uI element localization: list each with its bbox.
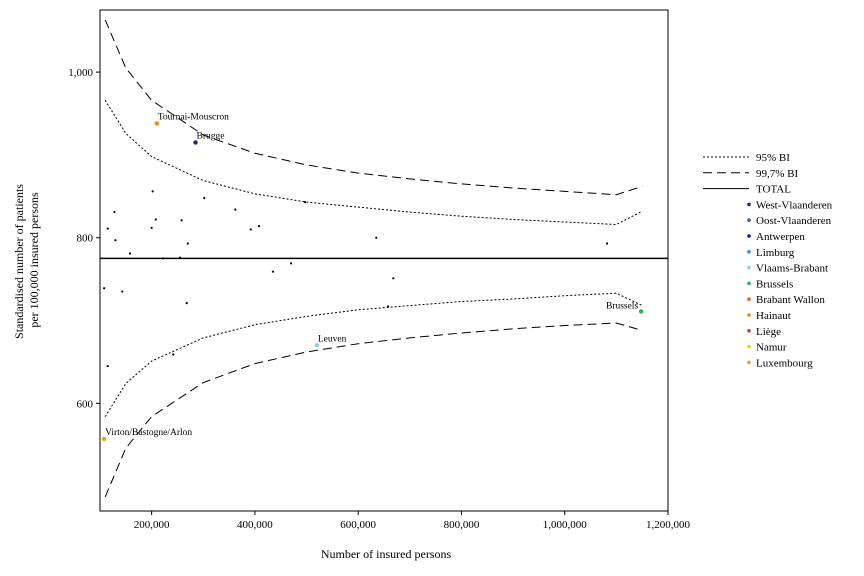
legend-label-province: Brussels bbox=[756, 278, 793, 290]
y-axis: 600 800 1,000 bbox=[68, 67, 100, 410]
data-point bbox=[151, 190, 154, 193]
legend-marker bbox=[747, 234, 751, 238]
data-point bbox=[121, 290, 124, 293]
highlighted-point bbox=[101, 436, 107, 442]
data-point bbox=[103, 287, 106, 290]
legend-label-ci95: 95% BI bbox=[756, 152, 790, 164]
data-point bbox=[375, 236, 378, 239]
legend-label-province: West-Vlaanderen bbox=[756, 199, 833, 211]
y-tick-label: 800 bbox=[77, 233, 94, 245]
y-axis-title-line-1: Standardised number of patients bbox=[12, 184, 26, 339]
legend-label-total: TOTAL bbox=[756, 184, 791, 196]
legend-marker bbox=[747, 265, 751, 270]
plot-frame bbox=[99, 9, 669, 512]
y-tick-label: 600 bbox=[77, 398, 94, 410]
legend-label-ci997: 99,7% BI bbox=[756, 168, 799, 180]
data-point bbox=[203, 196, 206, 200]
point-label: Virton/Bastogne/Arlon bbox=[105, 428, 192, 438]
legend-label-province: Liège bbox=[756, 326, 781, 338]
data-point bbox=[106, 364, 109, 368]
data-point bbox=[271, 270, 275, 273]
legend-marker bbox=[747, 202, 751, 207]
y-axis-title-line-2: per 100,000 insured persons bbox=[27, 192, 41, 328]
highlighted-point bbox=[193, 140, 198, 145]
highlighted-point bbox=[314, 343, 320, 348]
legend-label-province: Brabant Wallon bbox=[756, 294, 825, 306]
legend-label-province: Limburg bbox=[756, 247, 795, 259]
data-point bbox=[161, 257, 165, 260]
data-point bbox=[303, 201, 307, 204]
legend-marker bbox=[747, 329, 751, 333]
legend: 95% BI 99,7% BI TOTAL West-Vlaanderen Oost-V… bbox=[703, 152, 833, 369]
legend-label-province: Oost-Vlaanderen bbox=[756, 215, 832, 227]
data-point bbox=[154, 218, 157, 221]
data-point bbox=[106, 227, 109, 230]
data-point bbox=[392, 277, 395, 280]
point-label: Tournai-Mouscron bbox=[158, 112, 229, 122]
legend-label-province: Antwerpen bbox=[756, 231, 805, 243]
legend-marker bbox=[747, 313, 751, 317]
data-point bbox=[114, 239, 117, 242]
y-tick-label: 1,000 bbox=[68, 67, 93, 79]
data-point bbox=[234, 208, 237, 211]
ci997-upper-curve bbox=[104, 19, 643, 196]
legend-marker bbox=[747, 250, 751, 254]
data-point bbox=[180, 219, 183, 222]
x-tick-label: 1,000,000 bbox=[543, 519, 588, 531]
data-point bbox=[289, 262, 293, 265]
data-point bbox=[113, 210, 116, 214]
data-points: Tournai-Mouscron Brugge Leuven Brussels Virt… bbox=[101, 112, 644, 442]
legend-label-province: Vlaams-Brabant bbox=[756, 263, 828, 275]
data-point bbox=[387, 305, 390, 308]
legend-marker bbox=[747, 281, 751, 286]
x-tick-label: 200,000 bbox=[134, 519, 170, 531]
legend-label-province: Hainaut bbox=[756, 310, 791, 322]
highlighted-point bbox=[154, 121, 159, 126]
ci95-upper-curve bbox=[104, 100, 643, 226]
legend-marker bbox=[747, 344, 751, 349]
point-label: Brussels bbox=[606, 301, 639, 311]
ci95-lower-curve bbox=[104, 292, 643, 417]
x-tick-label: 400,000 bbox=[237, 519, 273, 531]
x-axis-title: Number of insured persons bbox=[321, 547, 452, 561]
legend-marker bbox=[747, 297, 751, 302]
x-tick-label: 600,000 bbox=[340, 519, 376, 531]
point-label: Brugge bbox=[197, 131, 225, 141]
ci997-lower-curve bbox=[104, 322, 643, 498]
y-axis-title: Standardised number of patients per 100,… bbox=[12, 181, 41, 339]
confidence-curves bbox=[104, 19, 643, 498]
x-tick-label: 800,000 bbox=[444, 519, 480, 531]
data-point bbox=[172, 353, 175, 356]
data-point bbox=[128, 252, 132, 255]
data-point bbox=[178, 256, 182, 259]
point-label: Leuven bbox=[318, 334, 347, 344]
legend-marker bbox=[747, 360, 751, 365]
data-point bbox=[249, 228, 252, 231]
x-axis: 200,000 400,000 600,000 800,000 1,000,000 1,2… bbox=[134, 511, 691, 531]
x-tick-label: 1,200,000 bbox=[646, 519, 691, 531]
legend-label-province: Luxembourg bbox=[756, 357, 813, 369]
data-point bbox=[185, 302, 188, 305]
data-point bbox=[150, 226, 153, 229]
legend-label-province: Namur bbox=[756, 342, 787, 354]
legend-marker bbox=[747, 218, 751, 222]
data-point bbox=[186, 242, 189, 245]
data-point bbox=[605, 242, 609, 245]
data-point bbox=[257, 225, 261, 228]
highlighted-point bbox=[638, 309, 644, 314]
